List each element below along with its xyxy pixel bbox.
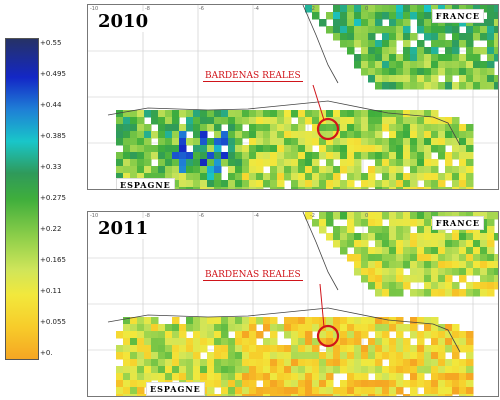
colorbar-tick-label: +0.44 xyxy=(40,101,62,109)
colorbar-tick-label: +0.055 xyxy=(40,318,66,326)
colorbar-tick-label: +0.11 xyxy=(40,287,62,295)
colorbar-tick-label: +0.495 xyxy=(40,70,66,78)
colorbar-tick-label: +0.22 xyxy=(40,225,62,233)
lon-tick: -2 xyxy=(310,213,315,219)
map-2010 xyxy=(88,5,498,189)
colorbar-tick-label: +0.385 xyxy=(40,132,66,140)
colorbar-tick-label: +0.165 xyxy=(40,256,66,264)
site-marker-circle xyxy=(316,117,340,141)
site-label-bardenas: BARDENAS REALES xyxy=(203,71,303,82)
panel-year: 2010 xyxy=(95,11,152,32)
site-marker-circle xyxy=(316,324,340,348)
lon-tick: 0 xyxy=(365,213,369,219)
map-panel-2011: 2011 FRANCE ESPAGNE BARDENAS REALES -10 … xyxy=(87,211,499,397)
lon-tick: -6 xyxy=(199,6,204,12)
colorbar-tick-label: +0.55 xyxy=(40,39,62,47)
lon-tick: -4 xyxy=(254,213,259,219)
site-leader-line xyxy=(319,283,325,328)
colorbar-tick-label: +0.275 xyxy=(40,194,66,202)
map-2011 xyxy=(88,212,498,396)
site-label-bardenas: BARDENAS REALES xyxy=(203,270,303,281)
lon-tick: -10 xyxy=(90,6,99,12)
lon-tick: -2 xyxy=(310,6,315,12)
colorbar xyxy=(5,38,39,360)
site-leader-line xyxy=(312,84,325,121)
lon-tick: -8 xyxy=(145,6,150,12)
lon-tick: -8 xyxy=(145,213,150,219)
lon-tick: -10 xyxy=(90,213,99,219)
lon-tick: 0 xyxy=(365,6,369,12)
colorbar-tick-label: +0. xyxy=(40,349,53,357)
colorbar-tick-label: +0.33 xyxy=(40,163,62,171)
map-panel-2010: 2010 FRANCE ESPAGNE BARDENAS REALES -10 … xyxy=(87,4,499,190)
country-label-espagne: ESPAGNE xyxy=(116,178,175,189)
country-label-france: FRANCE xyxy=(431,9,484,23)
country-label-france: FRANCE xyxy=(431,216,484,230)
lon-tick: -6 xyxy=(199,213,204,219)
lon-tick: -4 xyxy=(254,6,259,12)
panel-year: 2011 xyxy=(95,218,152,239)
country-label-espagne: ESPAGNE xyxy=(146,382,205,396)
